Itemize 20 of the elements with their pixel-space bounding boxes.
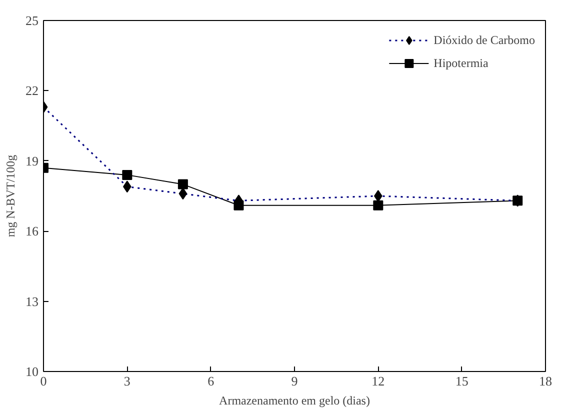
point (178, 179, 188, 190)
x-tick-label: 6 (208, 374, 215, 388)
x-tick-label: 15 (455, 374, 468, 388)
x-tick-label: 12 (372, 374, 385, 388)
x-tick-label: 9 (291, 374, 298, 388)
x-axis-title: Armazenamento em gelo (dias) (219, 394, 370, 408)
x-tick-label: 3 (124, 374, 130, 388)
x-tick-label: 0 (40, 374, 47, 388)
y-tick-label: 13 (26, 294, 38, 309)
y-tick-label: 22 (26, 83, 38, 98)
x-tick-label: 18 (539, 374, 552, 388)
y-tick-label: 19 (26, 153, 38, 168)
legend-label: Hipotermia (434, 56, 488, 70)
y-tick-label: 10 (26, 364, 38, 379)
y-tick-label: 25 (26, 13, 38, 28)
point (122, 170, 132, 180)
point (373, 200, 384, 210)
legend-label: Dióxido de Carbomo (434, 32, 535, 48)
y-tick-label: 16 (26, 224, 39, 239)
y-axis-title: mg N-BVT/100g (4, 154, 18, 238)
